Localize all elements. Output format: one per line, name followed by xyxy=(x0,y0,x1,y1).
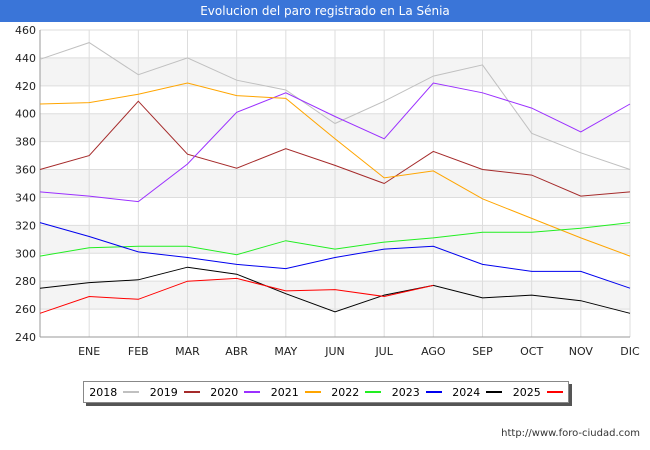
y-tick-label: 360 xyxy=(15,164,36,177)
legend-swatch xyxy=(123,391,140,393)
x-tick-label: JUL xyxy=(374,345,393,358)
legend-label: 2021 xyxy=(270,385,299,399)
legend-item-2022: 2022 xyxy=(331,385,382,399)
legend-label: 2019 xyxy=(149,385,178,399)
legend-label: 2025 xyxy=(512,385,541,399)
y-tick-label: 280 xyxy=(15,275,36,288)
y-tick-label: 300 xyxy=(15,247,36,260)
legend-item-2024: 2024 xyxy=(452,385,503,399)
x-tick-label: FEB xyxy=(128,345,149,358)
series-line-2019 xyxy=(39,100,631,197)
x-tick-label: JUN xyxy=(324,345,345,358)
legend-item-2020: 2020 xyxy=(210,385,261,399)
legend-item-2019: 2019 xyxy=(150,386,200,399)
legend-label: 2024 xyxy=(452,385,481,399)
legend-item-2025: 2025 xyxy=(513,386,563,399)
series-line-2018 xyxy=(39,42,631,170)
y-tick-label: 400 xyxy=(15,108,36,121)
x-tick-label: MAR xyxy=(175,345,200,358)
chart-legend: 2018 2019 2020 2021 2022 2023 2024 2025 xyxy=(83,381,569,403)
legend-label: 2018 xyxy=(89,385,118,399)
legend-swatch xyxy=(244,391,261,393)
x-tick-label: ABR xyxy=(225,345,248,358)
x-tick-label: NOV xyxy=(569,345,594,358)
legend-item-2021: 2021 xyxy=(271,386,321,399)
legend-swatch xyxy=(304,391,321,393)
x-tick-label: ENE xyxy=(78,345,100,358)
y-tick-label: 320 xyxy=(15,219,36,232)
x-tick-label: OCT xyxy=(520,345,543,358)
y-tick-label: 460 xyxy=(15,24,36,37)
x-tick-label: AGO xyxy=(421,345,446,358)
series-line-2023 xyxy=(39,222,631,289)
y-tick-label: 240 xyxy=(15,331,36,344)
line-chart: 240 260 280 300 320 340 360 380 400 420 440 460 ENE F… xyxy=(15,24,640,358)
legend-label: 2020 xyxy=(210,385,239,399)
legend-label: 2023 xyxy=(391,385,420,399)
legend-item-2018: 2018 xyxy=(89,385,140,399)
y-tick-label: 380 xyxy=(15,136,36,149)
y-tick-label: 420 xyxy=(15,80,36,93)
y-tick-label: 260 xyxy=(15,303,36,316)
legend-item-2023: 2023 xyxy=(392,386,442,399)
source-url: http://www.foro-ciudad.com xyxy=(501,428,640,439)
legend-swatch xyxy=(365,391,382,393)
series-line-2022 xyxy=(39,222,631,257)
y-tick-label: 340 xyxy=(15,191,36,204)
legend-label: 2022 xyxy=(331,385,360,399)
x-tick-label: DIC xyxy=(620,345,640,358)
series-line-2024 xyxy=(39,266,631,314)
series-line-2020 xyxy=(39,82,631,203)
series-line-2021 xyxy=(39,82,631,257)
chart-title: Evolucion del paro registrado en La Séni… xyxy=(0,0,650,22)
series-line-2025 xyxy=(39,277,434,314)
legend-swatch xyxy=(425,391,442,393)
x-tick-label: MAY xyxy=(274,345,297,358)
legend-swatch xyxy=(486,391,503,393)
legend-swatch xyxy=(183,391,200,393)
x-tick-label: SEP xyxy=(472,345,493,358)
legend-swatch xyxy=(546,391,563,393)
y-tick-label: 440 xyxy=(15,52,36,65)
